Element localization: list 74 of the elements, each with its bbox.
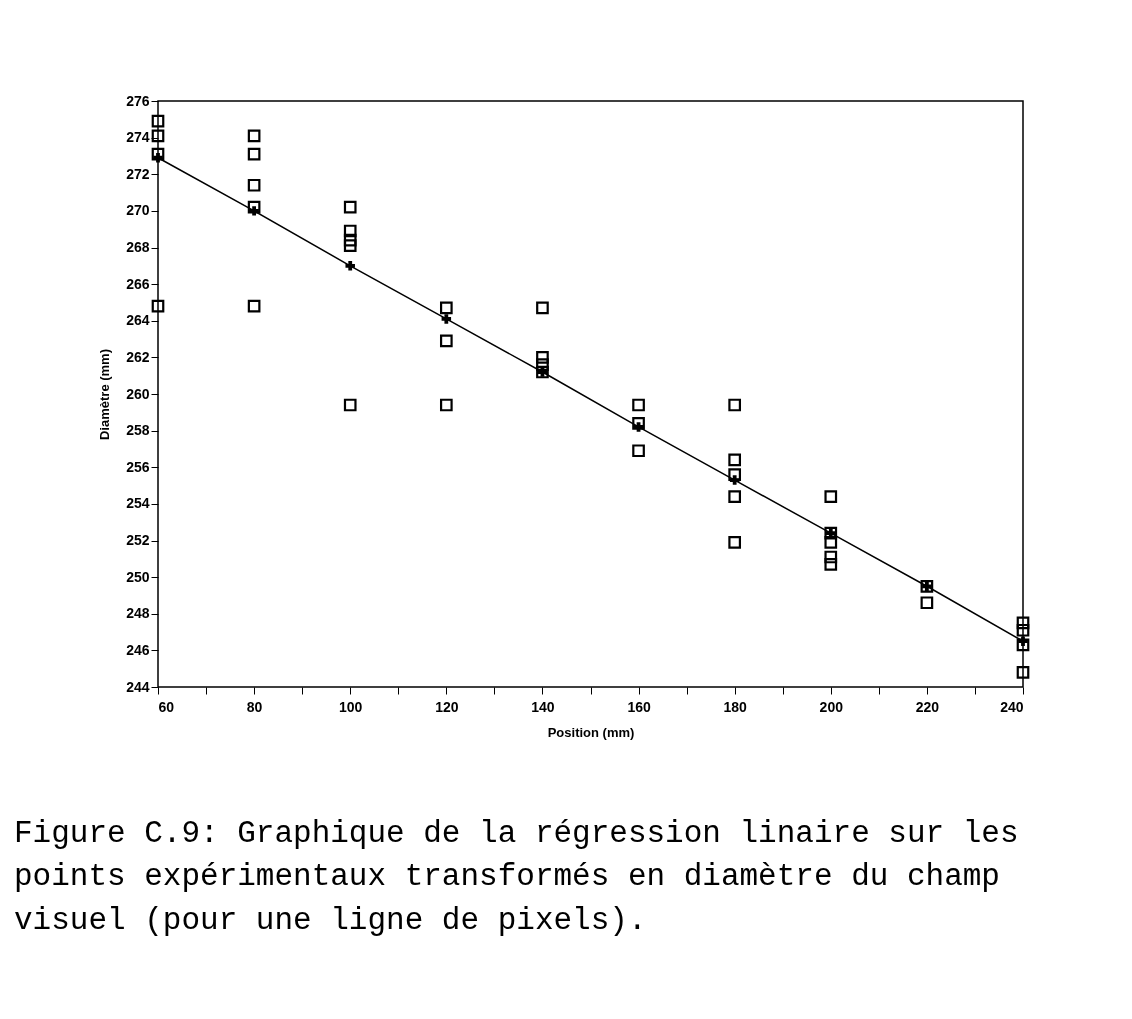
point [247,299,261,313]
x-tick-label: 100 [339,698,363,715]
x-tick-label: 120 [435,698,459,715]
point [247,129,261,143]
x-tick-label: 220 [915,698,940,715]
x-tick-label: 200 [819,698,844,715]
y-tick-label: 254 [126,495,150,512]
x-axis-title: Position (mm) [547,724,635,740]
y-axis-title: Diamètre (mm) [97,348,113,441]
y-tick-label: 244 [126,678,150,695]
point [343,398,357,412]
y-tick-label: 266 [126,275,150,292]
point [343,233,357,247]
point [536,301,549,315]
y-tick-label: 270 [126,202,150,219]
x-tick-label: 140 [531,698,555,715]
point [439,334,453,348]
point [249,206,259,216]
text: Figure C.9: Graphique de la régression linaire sur les points expérimentaux transformés en diamètre du champ visuel (pour une ligne de pixels). [14,815,1020,940]
point [632,444,645,458]
point [728,398,742,412]
point [824,490,838,503]
point [1016,616,1030,630]
point [728,490,742,503]
y-tick-label: 246 [126,641,150,658]
point [920,596,934,610]
y-tick-label: 274 [126,129,150,146]
point [247,147,261,161]
point [151,147,165,161]
point [729,475,740,485]
y-tick-label: 248 [126,605,150,622]
y-tick-label: 258 [126,422,150,439]
y-tick-label: 276 [126,92,150,109]
point [343,224,357,238]
point [1018,636,1028,646]
y-tick-label: 262 [126,348,150,365]
point [1016,638,1030,652]
point [441,314,452,324]
point [439,301,453,315]
point [247,178,261,192]
y-tick-label: 252 [126,532,150,548]
point [728,453,742,467]
point [151,114,165,128]
point [343,239,357,253]
y-tick-label: 264 [126,312,150,329]
point [824,550,838,564]
x-tick-label: 160 [627,698,651,715]
point [247,200,261,214]
point [1016,623,1030,637]
point [1016,666,1030,679]
point [536,351,549,364]
point [439,398,453,412]
x-tick-label: 180 [723,698,748,715]
point [632,416,645,430]
point [633,422,644,432]
y-tick-label: 256 [126,458,150,475]
point [824,557,838,571]
point [824,535,838,549]
y-tick-label: 272 [126,165,150,182]
point [728,535,742,549]
point [151,129,165,143]
point [343,200,357,214]
x-tick-label: 80 [246,698,263,715]
point [151,299,165,313]
point [345,261,355,271]
point [728,468,742,481]
y-tick-label: 260 [126,385,150,402]
y-tick-label: 268 [126,239,150,255]
point [153,153,163,163]
y-tick-label: 250 [126,568,150,585]
x-tick-label: 60 [158,698,175,715]
point [632,398,645,412]
point [536,358,549,372]
x-tick-label: 240 [1000,698,1024,715]
